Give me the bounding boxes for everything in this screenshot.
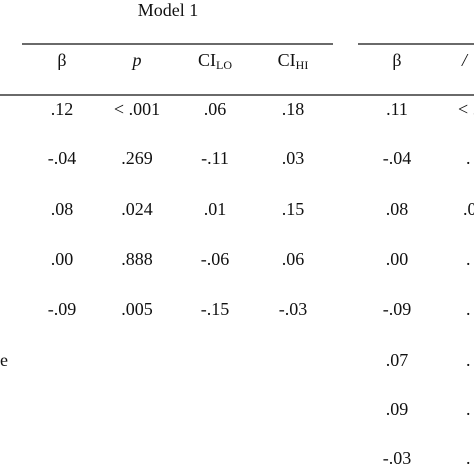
cell: . bbox=[466, 249, 471, 269]
column-header: β bbox=[57, 50, 66, 70]
cell: .12 bbox=[51, 99, 74, 119]
cell: .06 bbox=[282, 249, 305, 269]
cell: .005 bbox=[121, 299, 153, 319]
cell: < .001 bbox=[114, 99, 160, 119]
cell: -.11 bbox=[201, 148, 229, 168]
cell: .024 bbox=[121, 199, 153, 219]
header-text: β bbox=[392, 50, 401, 70]
cell: .18 bbox=[282, 99, 305, 119]
cell: . bbox=[466, 148, 471, 168]
cell: -.03 bbox=[383, 448, 412, 468]
cell: .11 bbox=[386, 99, 408, 119]
cell: .00 bbox=[386, 249, 409, 269]
cell: . bbox=[466, 399, 471, 419]
cell: -.03 bbox=[279, 299, 308, 319]
cell: -.06 bbox=[201, 249, 230, 269]
header-text: / bbox=[461, 50, 469, 70]
header-text: β bbox=[57, 50, 66, 70]
cell: . bbox=[466, 448, 471, 468]
cell: -.04 bbox=[48, 148, 77, 168]
cell: -.15 bbox=[201, 299, 230, 319]
cell: .269 bbox=[121, 148, 153, 168]
cell: . bbox=[466, 299, 471, 319]
cell: .08 bbox=[386, 199, 409, 219]
cell: .08 bbox=[51, 199, 74, 219]
cell: < . bbox=[458, 99, 474, 119]
header-subscript: HI bbox=[296, 58, 309, 72]
cell: . bbox=[466, 350, 471, 370]
column-header: β bbox=[392, 50, 401, 70]
header-subscript: LO bbox=[216, 58, 232, 72]
cell: .888 bbox=[121, 249, 153, 269]
header-text: p bbox=[131, 50, 142, 70]
header-text: CI bbox=[278, 50, 296, 70]
cell: .07 bbox=[386, 350, 409, 370]
cell: .15 bbox=[282, 199, 305, 219]
header-text: CI bbox=[198, 50, 216, 70]
cell: .00 bbox=[51, 249, 74, 269]
cell: .06 bbox=[204, 99, 227, 119]
cell: .09 bbox=[386, 399, 409, 419]
cell: -.09 bbox=[48, 299, 77, 319]
column-header: p bbox=[131, 50, 142, 70]
cell: .0 bbox=[463, 199, 474, 219]
cell: .03 bbox=[282, 148, 305, 168]
cell: .01 bbox=[204, 199, 227, 219]
row-label: e bbox=[0, 350, 8, 370]
column-header: CILO bbox=[198, 50, 232, 72]
cell: -.09 bbox=[383, 299, 412, 319]
column-header: / bbox=[461, 50, 469, 70]
table-title: Model 1 bbox=[138, 0, 199, 20]
cell: -.04 bbox=[383, 148, 412, 168]
column-header: CIHI bbox=[278, 50, 309, 72]
